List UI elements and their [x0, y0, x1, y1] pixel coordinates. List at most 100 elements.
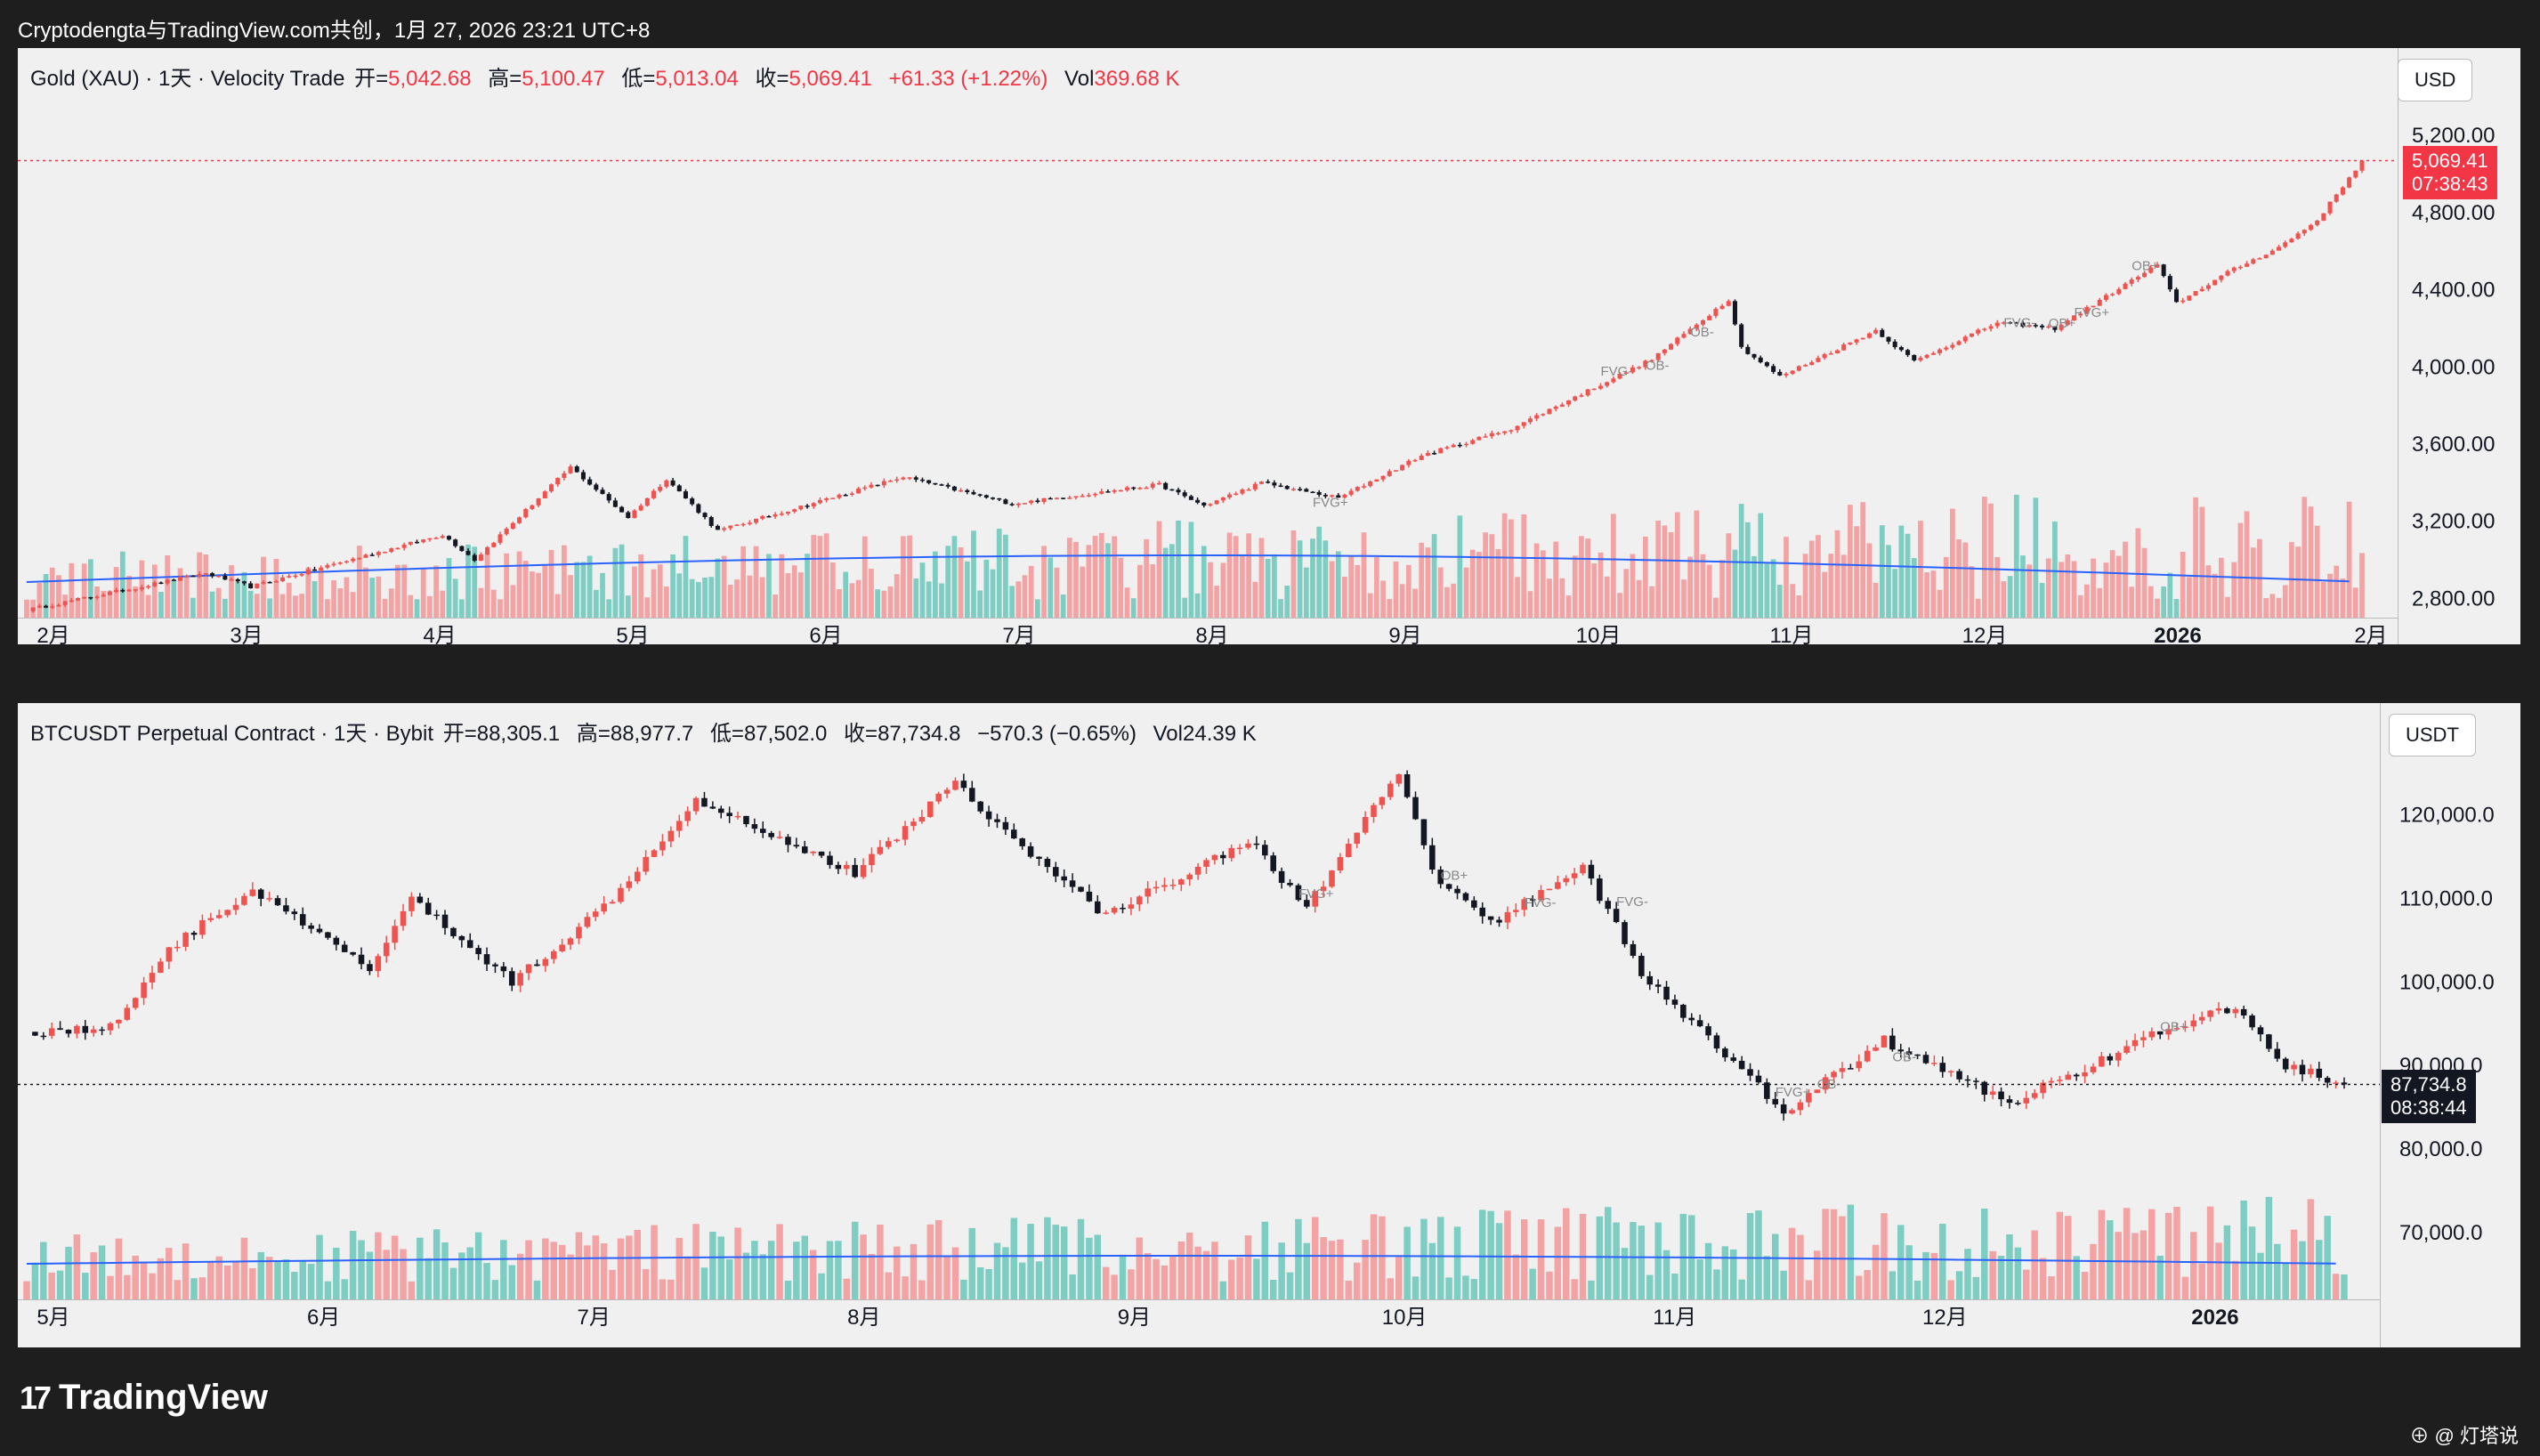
candle-body [2033, 325, 2038, 327]
volume-bar [369, 578, 376, 618]
candle-body [333, 937, 340, 945]
candle-body [401, 544, 407, 548]
volume-bar [849, 583, 855, 618]
candle-body [1262, 845, 1268, 856]
candle-body [491, 542, 497, 547]
volume-bar [254, 594, 260, 618]
candle-body [2190, 1020, 2197, 1027]
volume-bar [349, 1230, 357, 1299]
volume-bar [990, 569, 996, 618]
volume-bar [43, 574, 49, 618]
candle-body [1914, 1054, 1921, 1056]
candle-body [215, 915, 222, 918]
candle-body [1643, 360, 1648, 368]
candle-body [1371, 805, 1377, 817]
candle-body [644, 497, 650, 506]
volume-bar [1630, 554, 1636, 618]
volume-bar [69, 562, 75, 618]
btc-volume: 24.39 K [1183, 722, 1257, 746]
btc-candlestick-chart[interactable]: 70,000.080,000.090,000.0100,000.0110,000… [18, 703, 2520, 1347]
volume-bar [2123, 1208, 2131, 1299]
volume-bar [584, 1245, 591, 1299]
zone-annotation-label: FVG+ [1298, 886, 1334, 902]
candle-body [1515, 425, 1520, 431]
candle-body [2269, 250, 2275, 255]
volume-bar [504, 553, 510, 618]
volume-bar [1044, 1217, 1051, 1299]
volume-bar [2052, 521, 2058, 618]
volume-bar [734, 1227, 741, 1299]
candle-body [817, 499, 822, 504]
btc-currency-button[interactable]: USDT [2389, 714, 2476, 756]
candle-body [659, 841, 666, 851]
candle-body [843, 494, 848, 497]
candle-body [65, 1030, 72, 1034]
volume-bar [75, 599, 81, 618]
candle-body [1663, 986, 1670, 1000]
candle-body [830, 497, 836, 499]
candle-body [1258, 481, 1264, 484]
volume-bar [2073, 1256, 2080, 1299]
candle-body [1161, 885, 1168, 887]
volume-bar [1265, 558, 1271, 618]
candle-body [357, 557, 362, 560]
candle-body [2308, 224, 2313, 231]
candle-body [534, 964, 540, 967]
btc-chart-panel[interactable]: BTCUSDT Perpetual Contract · 1天 · Bybit … [18, 703, 2520, 1347]
btc-close: 87,734.8 [878, 722, 961, 746]
candle-body [1613, 909, 1620, 923]
volume-bar [510, 585, 516, 618]
volume-bar [1706, 564, 1712, 618]
volume-bar [132, 1255, 139, 1299]
volume-bar [1271, 554, 1277, 618]
volume-bar [2190, 1232, 2197, 1299]
volume-bar [860, 1234, 867, 1299]
candle-body [1444, 447, 1450, 449]
candle-body [107, 1023, 114, 1031]
volume-bar [1303, 567, 1309, 618]
volume-bar [1211, 1242, 1218, 1299]
candle-body [2240, 1008, 2247, 1016]
candle-body [1163, 482, 1169, 489]
volume-bar [1796, 595, 1802, 618]
volume-bar [893, 1246, 901, 1299]
volume-bar [282, 1259, 290, 1299]
tradingview-logo[interactable]: 17 TradingView [20, 1378, 268, 1418]
candle-body [1420, 819, 1428, 845]
volume-bar [996, 529, 1002, 618]
volume-bar [542, 563, 548, 618]
candle-body [510, 522, 515, 529]
volume-bar [751, 1241, 758, 1299]
volume-bar [2282, 1263, 2289, 1299]
volume-bar [483, 1263, 490, 1299]
volume-bar [1989, 1250, 1996, 1299]
volume-bar [881, 590, 887, 618]
gold-candlestick-chart[interactable]: 2,800.00 3,200.00 3,600.00 4,000.00 4,400.00… [18, 48, 2520, 644]
volume-bar [484, 553, 490, 618]
volume-bar [2299, 1241, 2306, 1299]
candle-body [536, 497, 541, 506]
volume-bar [766, 554, 772, 618]
candle-body [2161, 264, 2166, 277]
gold-chart-panel[interactable]: Gold (XAU) · 1天 · Velocity Trade 开=5,042… [18, 48, 2520, 644]
volume-bar [809, 1250, 817, 1299]
volume-bar [1092, 536, 1098, 618]
candle-body [82, 1025, 89, 1033]
volume-bar [617, 1238, 625, 1299]
volume-bar [1822, 1209, 1829, 1299]
volume-bar [1311, 1217, 1319, 1299]
volume-bar [1922, 1251, 1929, 1299]
candle-body [341, 944, 348, 952]
candle-body [1316, 491, 1322, 496]
volume-bar [215, 587, 222, 618]
gold-currency-button[interactable]: USD [2398, 59, 2473, 101]
volume-bar [1956, 539, 1962, 618]
candle-body [594, 484, 599, 490]
volume-bar [2244, 511, 2250, 618]
candle-body [827, 855, 833, 865]
candle-body [1502, 431, 1508, 433]
volume-bar [1873, 582, 1879, 618]
candle-body [2110, 294, 2115, 295]
candle-body [1464, 443, 1469, 446]
volume-bar [1598, 552, 1604, 618]
